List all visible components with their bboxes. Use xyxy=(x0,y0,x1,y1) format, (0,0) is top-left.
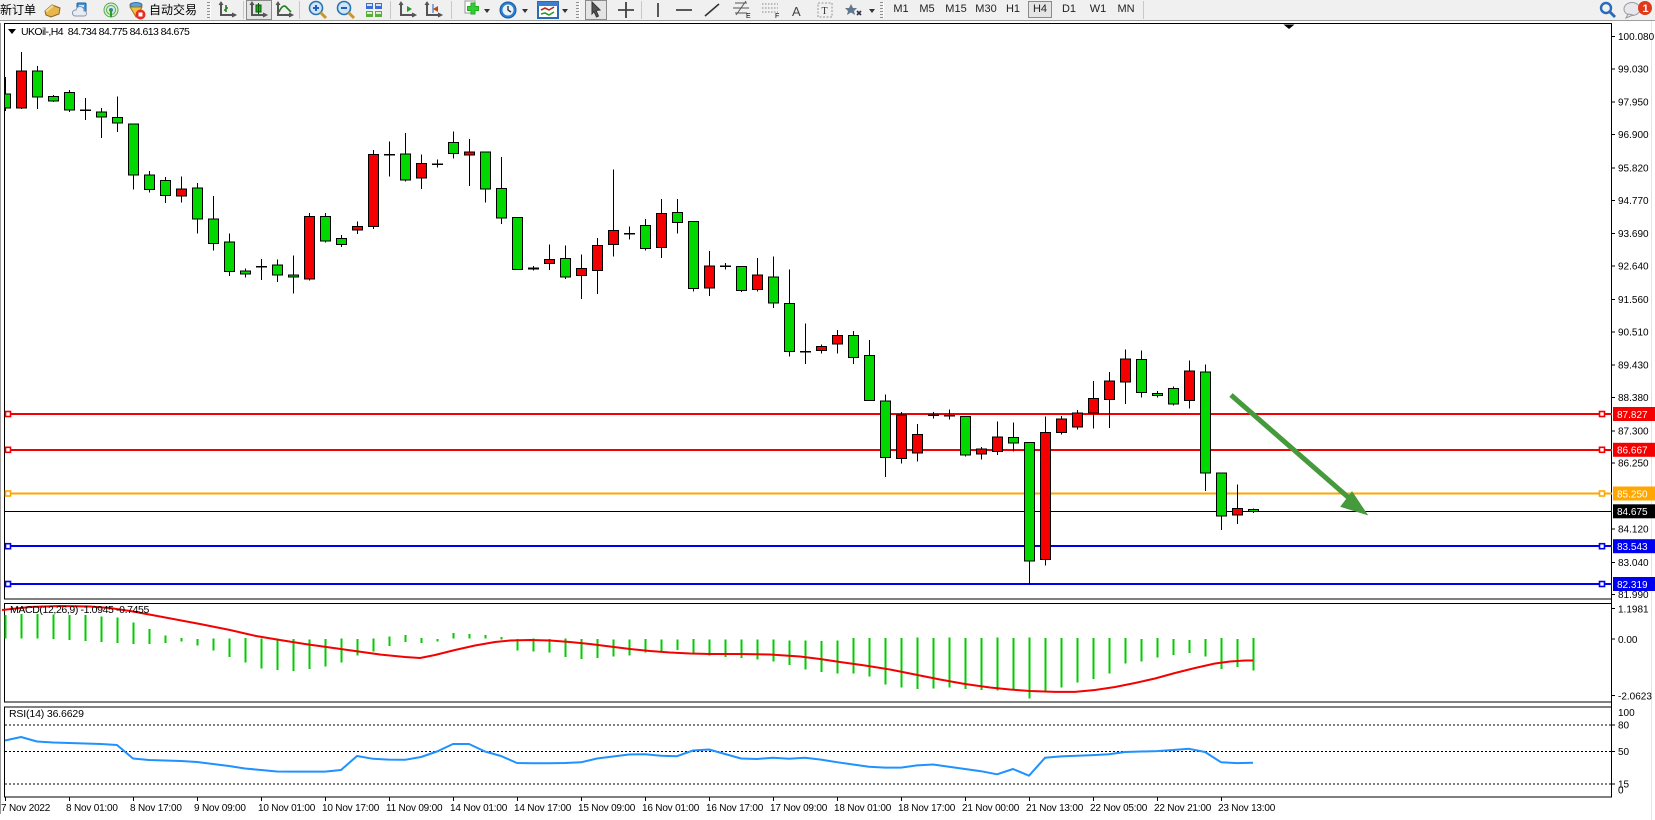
svg-text:E: E xyxy=(746,13,751,20)
svg-text:80: 80 xyxy=(1618,721,1630,732)
svg-text:94.770: 94.770 xyxy=(1618,196,1649,207)
svg-text:82.319: 82.319 xyxy=(1617,580,1648,591)
svg-text:22 Nov 05:00: 22 Nov 05:00 xyxy=(1090,803,1148,814)
svg-text:93.690: 93.690 xyxy=(1618,229,1649,240)
svg-text:83.040: 83.040 xyxy=(1618,558,1649,569)
svg-text:97.950: 97.950 xyxy=(1618,98,1649,109)
svg-text:F: F xyxy=(775,13,779,20)
svg-text:0.00: 0.00 xyxy=(1618,635,1638,646)
svg-text:91.560: 91.560 xyxy=(1618,295,1649,306)
svg-text:-2.0623: -2.0623 xyxy=(1618,692,1652,703)
svg-text:15 Nov 09:00: 15 Nov 09:00 xyxy=(578,803,636,814)
svg-text:MACD(12,26,9) -1.0945 -0.7455: MACD(12,26,9) -1.0945 -0.7455 xyxy=(10,604,150,616)
svg-text:16 Nov 17:00: 16 Nov 17:00 xyxy=(706,803,764,814)
svg-text:16 Nov 01:00: 16 Nov 01:00 xyxy=(642,803,700,814)
svg-text:100.080: 100.080 xyxy=(1618,32,1655,43)
svg-text:85.250: 85.250 xyxy=(1617,489,1648,500)
svg-text:95.820: 95.820 xyxy=(1618,163,1649,174)
svg-text:17 Nov 09:00: 17 Nov 09:00 xyxy=(770,803,828,814)
svg-text:10 Nov 17:00: 10 Nov 17:00 xyxy=(322,803,380,814)
svg-text:81.990: 81.990 xyxy=(1618,590,1649,601)
svg-text:88.380: 88.380 xyxy=(1618,393,1649,404)
svg-text:86.250: 86.250 xyxy=(1618,459,1649,470)
svg-text:14 Nov 01:00: 14 Nov 01:00 xyxy=(450,803,508,814)
svg-text:99.030: 99.030 xyxy=(1618,64,1649,75)
svg-text:15: 15 xyxy=(1618,779,1630,790)
svg-text:T: T xyxy=(822,6,828,17)
svg-text:87.827: 87.827 xyxy=(1617,410,1648,421)
svg-text:84.675: 84.675 xyxy=(1617,507,1648,518)
svg-text:UKOil-,H4 84.734 84.775 84.61: UKOil-,H4 84.734 84.775 84.613 84.675 xyxy=(21,26,190,38)
svg-text:0: 0 xyxy=(1618,786,1624,797)
svg-text:87.300: 87.300 xyxy=(1618,426,1649,437)
svg-text:89.430: 89.430 xyxy=(1618,361,1649,372)
svg-text:90.510: 90.510 xyxy=(1618,327,1649,338)
svg-text:7 Nov 2022: 7 Nov 2022 xyxy=(1,803,51,814)
svg-text:21 Nov 13:00: 21 Nov 13:00 xyxy=(1026,803,1084,814)
svg-text:86.667: 86.667 xyxy=(1617,446,1648,457)
svg-text:23 Nov 13:00: 23 Nov 13:00 xyxy=(1218,803,1276,814)
svg-text:92.640: 92.640 xyxy=(1618,262,1649,273)
svg-text:96.900: 96.900 xyxy=(1618,130,1649,141)
svg-text:18 Nov 01:00: 18 Nov 01:00 xyxy=(834,803,892,814)
svg-text:18 Nov 17:00: 18 Nov 17:00 xyxy=(898,803,956,814)
svg-text:8 Nov 17:00: 8 Nov 17:00 xyxy=(130,803,182,814)
svg-text:RSI(14) 36.6629: RSI(14) 36.6629 xyxy=(9,708,84,720)
svg-text:9 Nov 09:00: 9 Nov 09:00 xyxy=(194,803,246,814)
svg-text:84.120: 84.120 xyxy=(1618,524,1649,535)
svg-text:50: 50 xyxy=(1618,747,1630,758)
svg-text:83.543: 83.543 xyxy=(1617,542,1648,553)
svg-text:8 Nov 01:00: 8 Nov 01:00 xyxy=(66,803,118,814)
svg-text:11 Nov 09:00: 11 Nov 09:00 xyxy=(386,803,443,814)
svg-text:100: 100 xyxy=(1618,708,1635,719)
svg-text:21 Nov 00:00: 21 Nov 00:00 xyxy=(962,803,1020,814)
svg-text:1.1981: 1.1981 xyxy=(1618,605,1649,616)
svg-text:10 Nov 01:00: 10 Nov 01:00 xyxy=(258,803,316,814)
svg-text:1: 1 xyxy=(1643,3,1649,15)
svg-text:14 Nov 17:00: 14 Nov 17:00 xyxy=(514,803,572,814)
svg-text:22 Nov 21:00: 22 Nov 21:00 xyxy=(1154,803,1212,814)
